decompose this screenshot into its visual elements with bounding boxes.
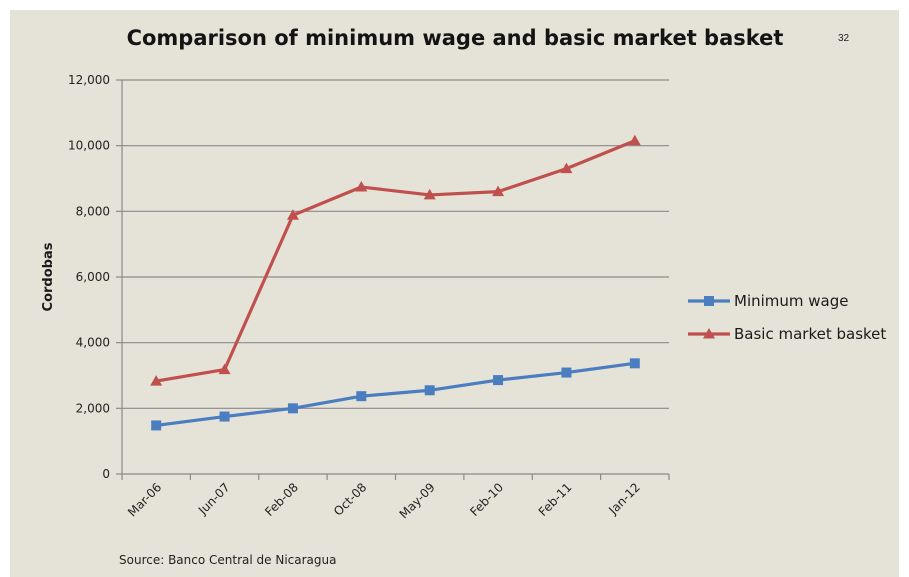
data-point-minimum-wage bbox=[561, 367, 572, 378]
series-line-minimum-wage bbox=[155, 361, 636, 427]
y-tick-label: 8,000 bbox=[76, 204, 110, 218]
series-markers bbox=[150, 134, 641, 431]
y-tick-label: 12,000 bbox=[68, 73, 110, 87]
legend-marker-basic-market-basket bbox=[703, 328, 715, 339]
x-tick-label: Mar-06 bbox=[125, 480, 164, 519]
y-tick-label: 0 bbox=[102, 467, 110, 481]
chart-panel bbox=[10, 10, 899, 577]
y-tick-label: 6,000 bbox=[76, 270, 110, 284]
data-point-basic-market-basket bbox=[355, 181, 368, 192]
x-tick-label: Oct-08 bbox=[331, 480, 369, 518]
x-tick-label: Jan-12 bbox=[605, 480, 643, 518]
x-tick-label: Feb-11 bbox=[536, 480, 575, 519]
data-point-basic-market-basket bbox=[423, 188, 436, 200]
gridlines bbox=[122, 79, 669, 409]
data-point-basic-market-basket bbox=[286, 209, 299, 220]
y-tick-label: 4,000 bbox=[76, 336, 110, 350]
data-point-minimum-wage bbox=[424, 385, 435, 396]
y-axis-title: Cordobas bbox=[41, 242, 56, 311]
x-tick-label: May-09 bbox=[397, 480, 438, 521]
y-tick-label: 10,000 bbox=[68, 139, 110, 153]
series-lines bbox=[155, 139, 636, 427]
data-point-minimum-wage bbox=[219, 411, 230, 422]
data-point-minimum-wage bbox=[493, 375, 504, 386]
chart-title: Comparison of minimum wage and basic mar… bbox=[126, 26, 784, 50]
data-point-basic-market-basket bbox=[560, 162, 573, 174]
data-point-minimum-wage bbox=[356, 391, 367, 402]
data-point-basic-market-basket bbox=[218, 363, 231, 375]
data-point-minimum-wage bbox=[287, 403, 298, 414]
legend-label-minimum-wage: Minimum wage bbox=[734, 292, 849, 310]
data-point-basic-market-basket bbox=[150, 375, 163, 386]
y-tick-label: 2,000 bbox=[76, 401, 110, 415]
x-tick-labels: Mar-06 Jun-07 Feb-08 Oct-08 May-09 Feb-10 Feb-… bbox=[125, 480, 643, 521]
legend-label-basic-market-basket: Basic market basket bbox=[734, 325, 886, 343]
y-tick-labels: 0 2,000 4,000 6,000 8,000 10,000 12,000 bbox=[68, 73, 110, 481]
data-point-basic-market-basket bbox=[628, 134, 641, 146]
x-tick-label: Feb-10 bbox=[467, 480, 506, 519]
x-tick-label: Jun-07 bbox=[195, 480, 233, 518]
series-line-basic-market-basket bbox=[155, 139, 636, 383]
data-point-minimum-wage bbox=[151, 420, 162, 431]
page-number: 32 bbox=[838, 33, 850, 44]
axes bbox=[116, 79, 670, 480]
legend-marker-minimum-wage bbox=[704, 296, 714, 306]
x-tick-label: Feb-08 bbox=[262, 480, 301, 519]
data-point-minimum-wage bbox=[629, 358, 640, 369]
data-point-basic-market-basket bbox=[492, 185, 505, 197]
legend: Minimum wage Basic market basket bbox=[688, 292, 886, 343]
source-note: Source: Banco Central de Nicaragua bbox=[119, 553, 337, 567]
